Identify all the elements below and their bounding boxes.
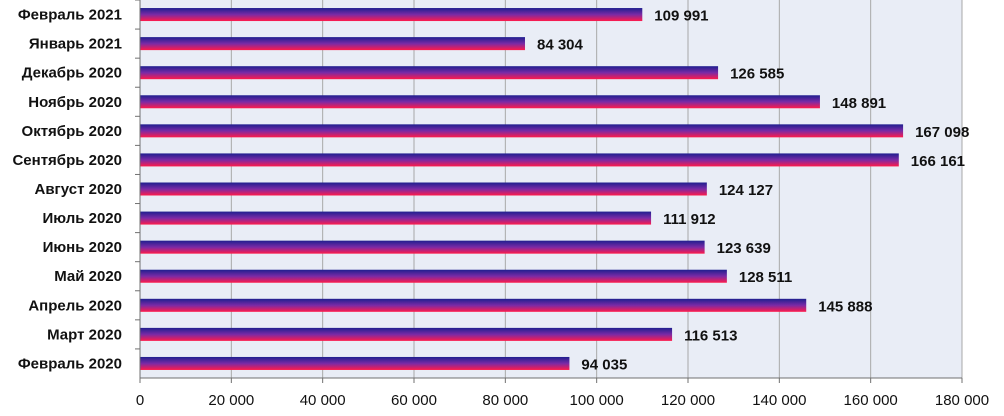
category-label: Ноябрь 2020 [28, 94, 122, 111]
value-label: 94 035 [581, 356, 627, 373]
category-label: Май 2020 [54, 268, 122, 285]
x-tick-label: 80 000 [482, 392, 528, 409]
labels: 0 20 000 40 000 60 000 80 000 100 000 120 000 1… [12, 7, 989, 409]
category-label: Июнь 2020 [43, 239, 122, 256]
value-label: 84 304 [537, 37, 584, 54]
category-label: Август 2020 [35, 181, 123, 198]
value-label: 166 161 [911, 153, 965, 170]
bar [140, 124, 904, 138]
x-tick-label: 120 000 [661, 392, 715, 409]
category-label: Июль 2020 [42, 210, 122, 227]
bar [140, 327, 673, 341]
value-label: 167 098 [915, 124, 969, 141]
bar [140, 356, 570, 370]
category-label: Сентябрь 2020 [12, 152, 122, 169]
value-label: 116 513 [684, 327, 737, 344]
bar [140, 153, 899, 167]
category-label: Февраль 2021 [18, 7, 122, 24]
category-label: Январь 2021 [29, 36, 122, 53]
axes [135, 0, 963, 383]
value-label: 126 585 [730, 66, 784, 83]
x-tick-label: 0 [136, 392, 144, 409]
x-tick-label: 20 000 [208, 392, 254, 409]
bar [140, 95, 820, 109]
value-label: 123 639 [717, 240, 771, 257]
bar [140, 240, 705, 254]
bar [140, 211, 652, 225]
bar [140, 298, 807, 312]
value-label: 111 912 [663, 211, 716, 228]
bar [140, 8, 643, 22]
category-label: Март 2020 [47, 326, 122, 343]
category-label: Октябрь 2020 [22, 123, 122, 140]
category-label: Февраль 2020 [18, 355, 122, 372]
category-label: Декабрь 2020 [22, 65, 122, 82]
x-tick-label: 180 000 [935, 392, 989, 409]
bar [140, 269, 727, 283]
x-tick-label: 140 000 [752, 392, 806, 409]
x-tick-label: 160 000 [844, 392, 898, 409]
value-label: 124 127 [719, 182, 773, 199]
category-label: Апрель 2020 [28, 297, 122, 314]
bar [140, 66, 719, 80]
value-label: 145 888 [818, 298, 872, 315]
bar [140, 37, 525, 51]
value-label: 109 991 [654, 8, 708, 25]
value-label: 148 891 [832, 95, 886, 112]
bar [140, 182, 707, 196]
bars [140, 8, 904, 370]
x-tick-label: 40 000 [300, 392, 346, 409]
x-tick-label: 60 000 [391, 392, 437, 409]
value-label: 128 511 [739, 269, 792, 286]
x-tick-label: 100 000 [570, 392, 624, 409]
